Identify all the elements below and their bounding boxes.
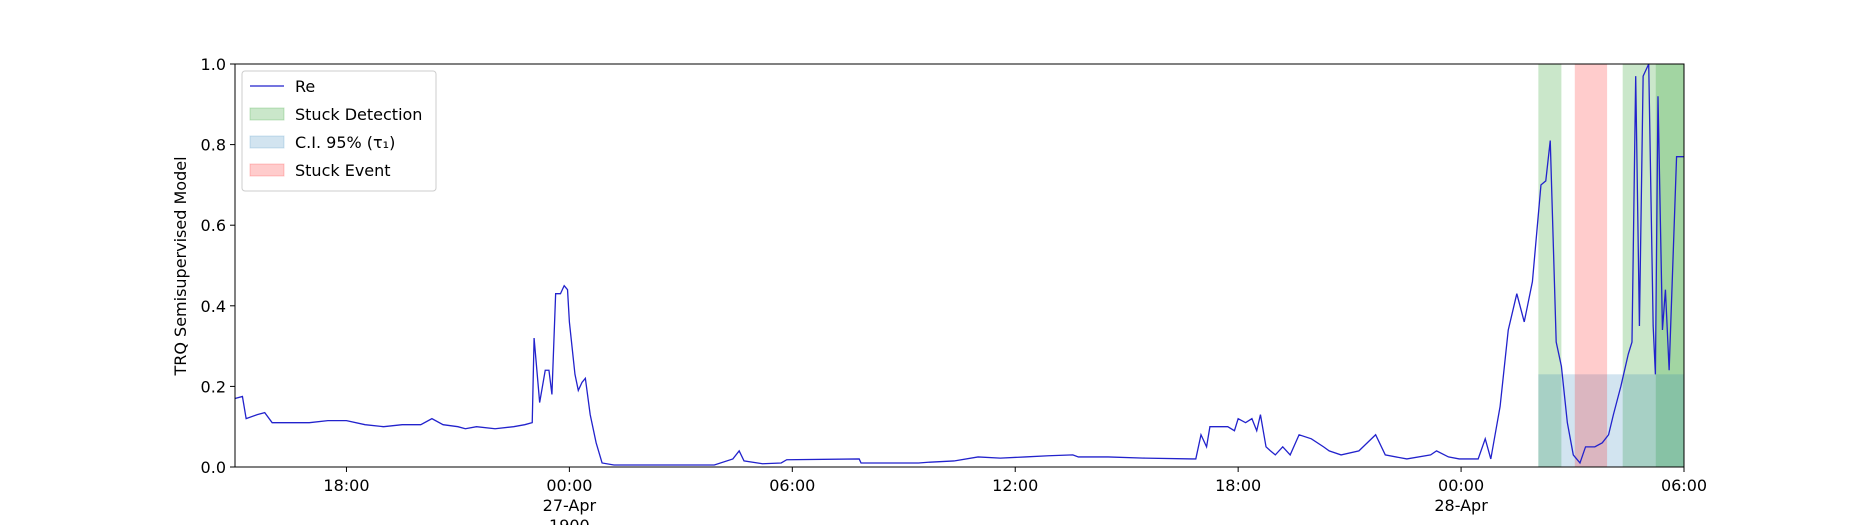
x-tick-label-line: 18:00 [323,476,369,495]
y-tick-label: 0.6 [201,216,226,235]
legend-box [241,70,437,192]
x-tick-label-line: 06:00 [769,476,815,495]
x-tick-label-line: 06:00 [1661,476,1707,495]
legend-label: Stuck Detection [295,105,422,124]
span [1655,64,1684,467]
legend-patch [249,135,285,149]
x-tick-label-line: 1900 [549,516,590,525]
y-tick-label: 1.0 [201,55,226,74]
x-tick-label-line: 00:00 [546,476,592,495]
plot-frame [234,63,1685,468]
legend-patch [249,163,285,177]
legend-patch [249,107,285,121]
x-tick-label-line: 27-Apr [543,496,597,515]
x-tick-label-line: 28-Apr [1434,496,1488,515]
x-tick-label: 18:00 [1215,476,1261,495]
span [1538,374,1684,467]
line [234,63,1684,466]
x-tick-label: 00:00 28-Apr [1434,476,1488,515]
span [1538,64,1562,467]
x-tick-label: 18:00 [323,476,369,495]
x-tick-label: 06:00 [1661,476,1707,495]
span [1574,64,1608,467]
x-tick-label: 12:00 [992,476,1038,495]
y-tick-label: 0.8 [201,136,226,155]
y-tick-label: 0.4 [201,297,226,316]
x-tick-label-line: 00:00 [1438,476,1484,495]
legend-label: Re [295,77,315,96]
y-tick-label: 0.0 [201,458,226,477]
y-axis-label: TRQ Semisupervised Model [171,156,190,376]
x-tick-label-line: 18:00 [1215,476,1261,495]
legend-label: C.I. 95% (τ₁) [295,133,395,152]
y-tick-label: 0.2 [201,377,226,396]
legend-label: Stuck Event [295,161,391,180]
x-tick-label-line: 12:00 [992,476,1038,495]
x-tick-label: 06:00 [769,476,815,495]
